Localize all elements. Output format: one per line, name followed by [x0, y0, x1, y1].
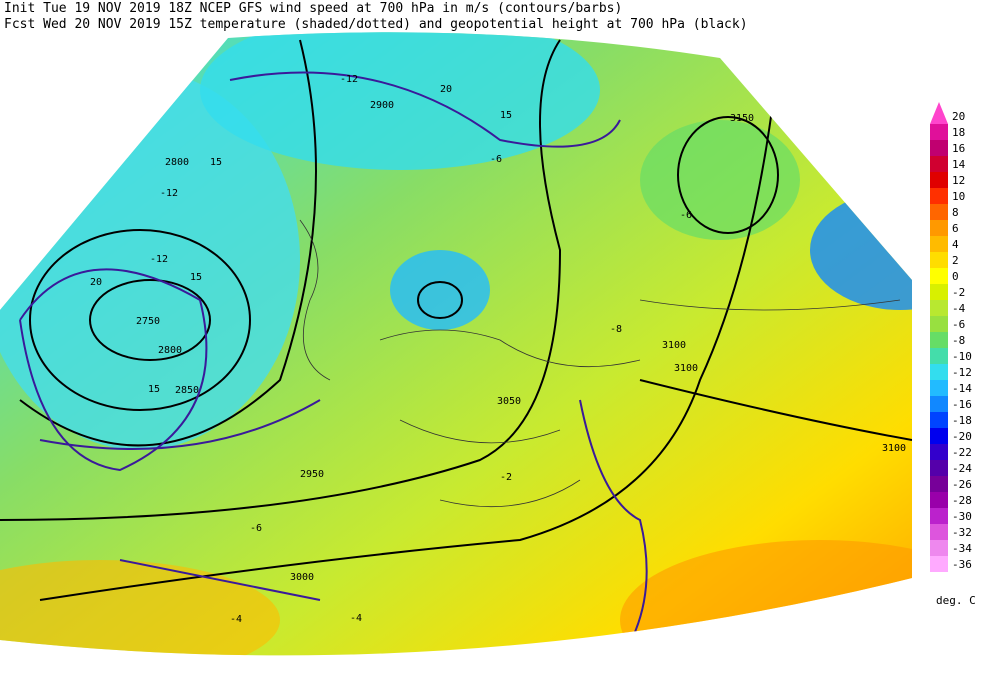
- colorbar-swatch: [930, 380, 948, 396]
- colorbar-swatch: [930, 300, 948, 316]
- colorbar-label: -16: [952, 398, 972, 411]
- colorbar-label: -22: [952, 446, 972, 459]
- colorbar-label: 10: [952, 190, 965, 203]
- colorbar-label: -10: [952, 350, 972, 363]
- colorbar-label: -28: [952, 494, 972, 507]
- map-label: 20: [440, 84, 452, 95]
- map-label: 3100: [662, 340, 686, 351]
- colorbar-label: 8: [952, 206, 959, 219]
- map-label: -4: [350, 613, 362, 624]
- map-label: 2950: [300, 469, 324, 480]
- map-label: 3100: [674, 363, 698, 374]
- colorbar-label: -20: [952, 430, 972, 443]
- map-label: -6: [250, 523, 262, 534]
- colorbar-swatch: [930, 220, 948, 236]
- map-label: 20: [90, 277, 102, 288]
- colorbar-label: -12: [952, 366, 972, 379]
- colorbar-swatch: [930, 428, 948, 444]
- map-label: 2750: [136, 316, 160, 327]
- map-label: -2: [500, 472, 512, 483]
- colorbar-label: 2: [952, 254, 959, 267]
- map-label: 15: [190, 272, 202, 283]
- colorbar-swatch: [930, 156, 948, 172]
- colorbar-label: -14: [952, 382, 972, 395]
- map-label: -6: [490, 154, 502, 165]
- colorbar-swatch: [930, 332, 948, 348]
- colorbar-label: -4: [952, 302, 966, 315]
- colorbar-label: 18: [952, 126, 965, 139]
- map-label: -4: [230, 614, 242, 625]
- colorbar-swatch: [930, 316, 948, 332]
- map-label: 2800: [165, 157, 189, 168]
- colorbar-label: -36: [952, 558, 972, 571]
- map-label: 2900: [370, 100, 394, 111]
- colorbar-swatch: [930, 268, 948, 284]
- colorbar-label: 4: [952, 238, 959, 251]
- colorbar-label: 14: [952, 158, 966, 171]
- map-label: 15: [500, 110, 512, 121]
- colorbar-label: 12: [952, 174, 965, 187]
- colorbar-label: -30: [952, 510, 972, 523]
- colorbar-swatch: [930, 508, 948, 524]
- colorbar-swatch: [930, 102, 948, 124]
- map-label: 2850: [175, 385, 199, 396]
- colorbar-label: -8: [952, 334, 965, 347]
- map-label: -6: [680, 210, 692, 221]
- colorbar-label: -6: [952, 318, 965, 331]
- map-label: 3150: [730, 113, 754, 124]
- map-label: 3100: [882, 443, 906, 454]
- colorbar-label: 16: [952, 142, 965, 155]
- colorbar-label: -18: [952, 414, 972, 427]
- header-line: Fcst Wed 20 NOV 2019 15Z temperature (sh…: [4, 17, 748, 32]
- colorbar-swatch: [930, 252, 948, 268]
- colorbar-label: 6: [952, 222, 959, 235]
- colorbar-swatch: [930, 204, 948, 220]
- map-label: 3050: [497, 396, 521, 407]
- colorbar-swatch: [930, 460, 948, 476]
- map-label: -8: [610, 324, 622, 335]
- map-label: -12: [340, 74, 358, 85]
- colorbar-swatch: [930, 140, 948, 156]
- map-label: 3000: [290, 572, 314, 583]
- map-label: 15: [210, 157, 222, 168]
- colorbar-swatch: [930, 364, 948, 380]
- colorbar-swatch: [930, 524, 948, 540]
- colorbar-swatch: [930, 396, 948, 412]
- colorbar-label: 20: [952, 110, 965, 123]
- colorbar-label: -26: [952, 478, 972, 491]
- colorbar-label: -34: [952, 542, 972, 555]
- colorbar-swatch: [930, 172, 948, 188]
- colorbar-label: 0: [952, 270, 959, 283]
- colorbar-swatch: [930, 348, 948, 364]
- colorbar-swatch: [930, 492, 948, 508]
- colorbar-swatch: [930, 284, 948, 300]
- colorbar-label: -32: [952, 526, 972, 539]
- map-label: 2800: [158, 345, 182, 356]
- colorbar-swatch: [930, 556, 948, 572]
- colorbar-swatch: [930, 188, 948, 204]
- colorbar-swatch: [930, 444, 948, 460]
- colorbar-swatch: [930, 124, 948, 140]
- map-label: -12: [160, 188, 178, 199]
- map-label: 15: [148, 384, 160, 395]
- header-line: Init Tue 19 NOV 2019 18Z NCEP GFS wind s…: [4, 1, 622, 16]
- colorbar-swatch: [930, 476, 948, 492]
- colorbar-swatch: [930, 236, 948, 252]
- map-label: -12: [150, 254, 168, 265]
- colorbar-label: -24: [952, 462, 972, 475]
- map-area: 2800 2750 2800 2850 2900 3150 3100 3100 3100 3050…: [0, 32, 912, 656]
- colorbar-swatch: [930, 540, 948, 556]
- colorbar-label: -2: [952, 286, 965, 299]
- colorbar-unit: deg. C: [936, 594, 976, 607]
- colorbar-swatch: [930, 412, 948, 428]
